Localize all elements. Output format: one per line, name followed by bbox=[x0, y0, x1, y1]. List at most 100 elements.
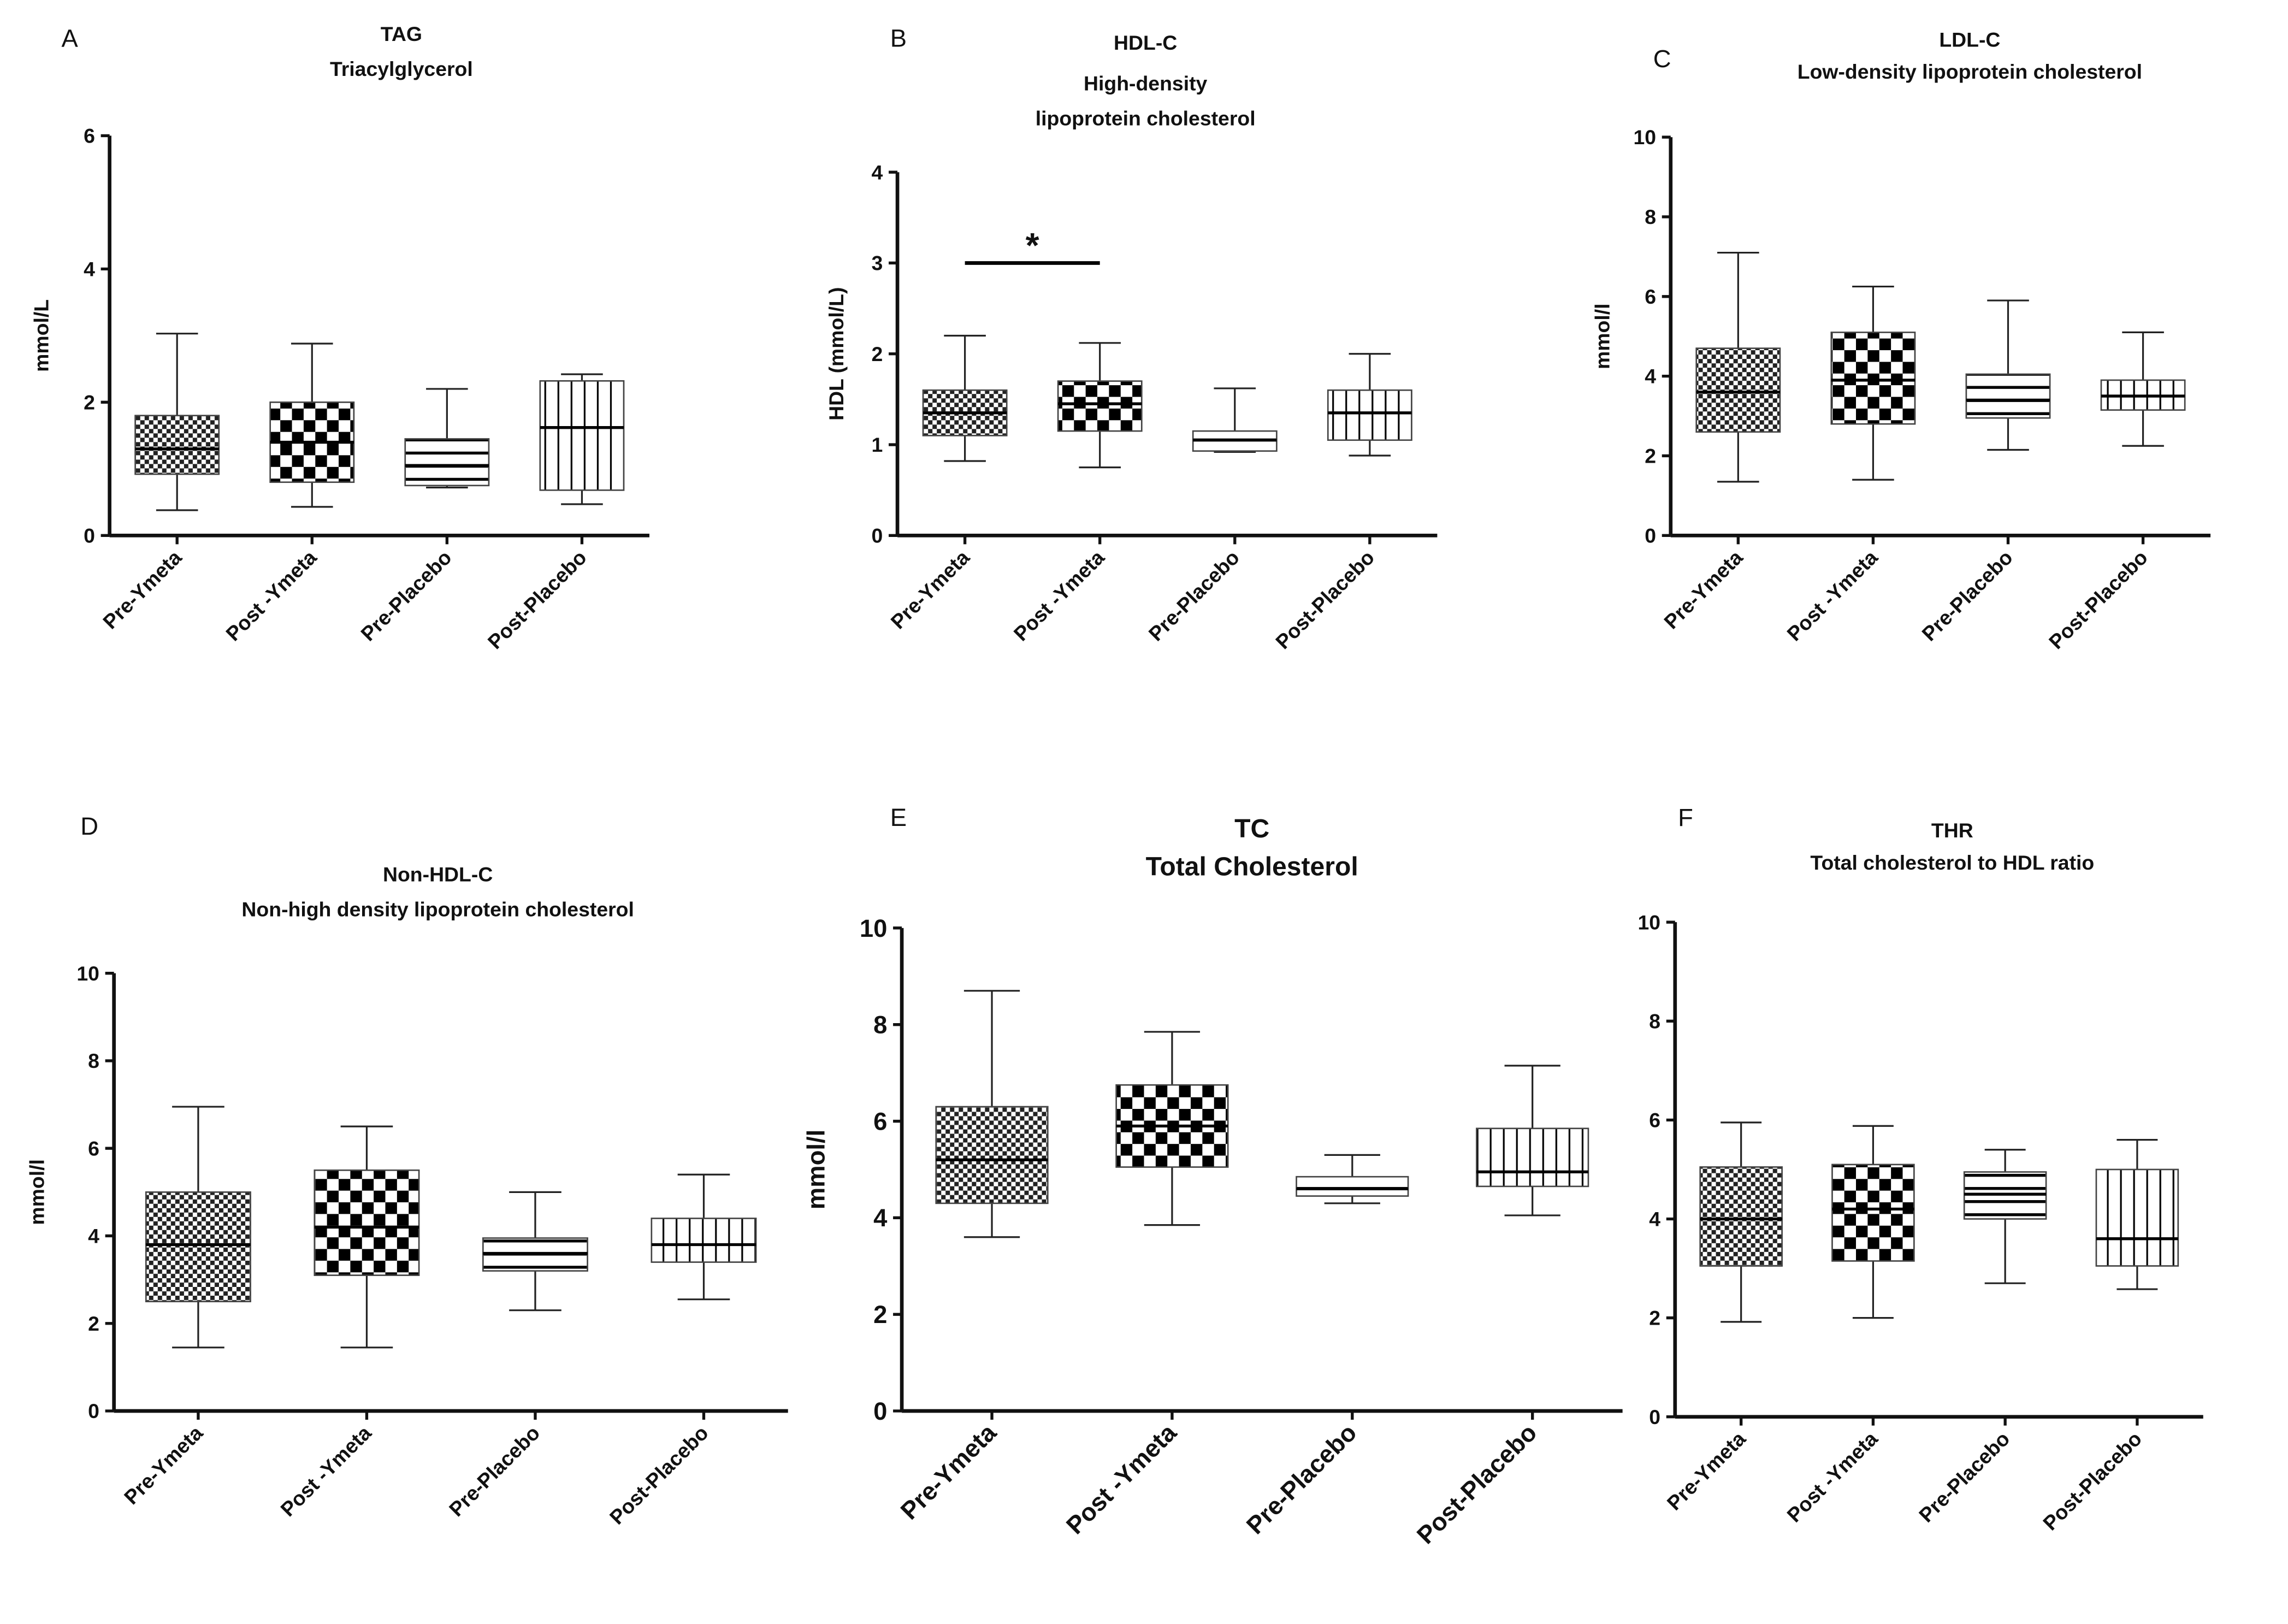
y-tick-label: 0 bbox=[872, 524, 883, 547]
y-tick-label: 2 bbox=[1645, 445, 1656, 468]
chart-title: Non-HDL-C bbox=[383, 863, 493, 885]
y-tick-label: 6 bbox=[873, 1107, 887, 1135]
box bbox=[1830, 332, 1916, 425]
y-axis-label: HDL (mmol/L) bbox=[825, 287, 848, 421]
panel-letter: F bbox=[1678, 804, 1693, 831]
box bbox=[1057, 380, 1143, 432]
panel: D Non-HDL-C Non-high density lipoprotein c… bbox=[25, 812, 788, 1529]
x-tick-label: Pre-Placebo bbox=[356, 546, 456, 645]
box bbox=[2095, 1168, 2179, 1267]
x-tick-label: Post -Ymeta bbox=[1061, 1418, 1182, 1539]
y-tick-label: 4 bbox=[872, 161, 883, 184]
y-axis-label: mmol/L bbox=[29, 299, 52, 372]
panel: C LDL-C Low-density lipoprotein cholestero… bbox=[1591, 28, 2211, 653]
chart-subtitle: Low-density lipoprotein cholesterol bbox=[1798, 60, 2142, 83]
x-tick-label: Pre-Ymeta bbox=[886, 545, 974, 633]
y-tick-label: 0 bbox=[88, 1399, 99, 1422]
box bbox=[539, 380, 625, 491]
chart-subtitle: lipoprotein cholesterol bbox=[1036, 107, 1256, 130]
y-tick-label: 4 bbox=[84, 257, 95, 280]
y-tick-label: 10 bbox=[1633, 126, 1656, 149]
x-tick-label: Pre-Ymeta bbox=[895, 1418, 1002, 1525]
y-tick-label: 8 bbox=[88, 1049, 99, 1072]
x-tick-label: Post -Ymeta bbox=[276, 1421, 376, 1521]
y-tick-label: 0 bbox=[1645, 524, 1656, 547]
panel-letter: E bbox=[890, 804, 907, 831]
chart-title: LDL-C bbox=[1939, 28, 2000, 51]
x-tick-label: Post-Placebo bbox=[1271, 546, 1379, 653]
box bbox=[1695, 347, 1781, 433]
y-tick-label: 10 bbox=[76, 962, 99, 985]
x-tick-label: Pre-Ymeta bbox=[98, 545, 186, 633]
chart-title: THR bbox=[1931, 819, 1973, 842]
box bbox=[651, 1218, 757, 1263]
y-tick-label: 10 bbox=[860, 914, 887, 942]
x-tick-label: Pre-Ymeta bbox=[120, 1421, 208, 1509]
y-axis-label: mmol/l bbox=[802, 1130, 830, 1209]
y-tick-label: 2 bbox=[872, 342, 883, 365]
y-tick-label: 10 bbox=[1638, 911, 1661, 934]
y-axis-label: mmol/l bbox=[1591, 303, 1614, 369]
x-tick-label: Pre-Ymeta bbox=[1663, 1427, 1751, 1515]
box bbox=[1296, 1176, 1409, 1197]
box bbox=[1699, 1166, 1783, 1267]
x-tick-label: Post -Ymeta bbox=[1782, 545, 1882, 645]
box bbox=[1476, 1127, 1589, 1188]
y-tick-label: 8 bbox=[1645, 205, 1656, 228]
y-tick-label: 2 bbox=[84, 391, 95, 414]
y-tick-label: 2 bbox=[1649, 1307, 1660, 1330]
x-tick-label: Post-Placebo bbox=[1411, 1419, 1542, 1549]
box bbox=[134, 415, 220, 475]
panel-letter: A bbox=[62, 24, 79, 52]
y-tick-label: 8 bbox=[1649, 1009, 1660, 1032]
box bbox=[314, 1169, 420, 1276]
chart-subtitle: Triacylglycerol bbox=[330, 57, 473, 80]
y-tick-label: 6 bbox=[84, 125, 95, 147]
chart-title: TC bbox=[1234, 814, 1269, 843]
y-tick-label: 4 bbox=[1645, 365, 1656, 388]
chart-subtitle: Total cholesterol to HDL ratio bbox=[1810, 851, 2094, 874]
x-tick-label: Post-Placebo bbox=[483, 546, 591, 653]
x-tick-label: Pre-Ymeta bbox=[1659, 545, 1747, 633]
y-tick-label: 4 bbox=[1649, 1208, 1660, 1231]
y-tick-label: 0 bbox=[873, 1397, 887, 1425]
chart-subtitle: Non-high density lipoprotein cholesterol bbox=[241, 897, 634, 920]
x-tick-label: Pre-Placebo bbox=[1241, 1419, 1362, 1540]
box bbox=[1965, 373, 2051, 419]
y-tick-label: 6 bbox=[1645, 285, 1656, 308]
box bbox=[404, 438, 490, 487]
x-tick-label: Pre-Placebo bbox=[1914, 1427, 2014, 1526]
x-tick-label: Post -Ymeta bbox=[1009, 545, 1109, 645]
x-tick-label: Post-Placebo bbox=[2044, 546, 2152, 653]
y-tick-label: 4 bbox=[873, 1204, 887, 1232]
panel-letter: C bbox=[1653, 45, 1671, 73]
y-tick-label: 6 bbox=[88, 1137, 99, 1160]
chart-subtitle: High-density bbox=[1084, 72, 1208, 95]
significance-label: * bbox=[1026, 226, 1039, 265]
panel-letter: B bbox=[890, 24, 907, 52]
panel-letter: D bbox=[80, 812, 98, 840]
panel: E TC Total Cholesterol mmol/l 0 2 4 6 8 10 Pre-Yme… bbox=[802, 804, 1623, 1549]
panel: A TAG Triacylglycerol mmol/L 0 2 4 6 Pre-Ymeta Po… bbox=[29, 22, 649, 653]
x-tick-label: Post -Ymeta bbox=[1782, 1427, 1882, 1527]
y-tick-label: 1 bbox=[872, 433, 883, 456]
chart-subtitle: Total Cholesterol bbox=[1146, 852, 1358, 882]
y-tick-label: 2 bbox=[873, 1301, 887, 1328]
y-tick-label: 2 bbox=[88, 1312, 99, 1335]
box bbox=[145, 1191, 251, 1303]
chart-title: HDL-C bbox=[1114, 31, 1177, 54]
y-tick-label: 3 bbox=[872, 252, 883, 275]
x-tick-label: Post-Placebo bbox=[2038, 1427, 2146, 1534]
y-axis-label: mmol/l bbox=[25, 1159, 48, 1225]
x-tick-label: Pre-Placebo bbox=[1917, 546, 2017, 645]
x-tick-label: Pre-Placebo bbox=[1144, 546, 1244, 645]
x-tick-label: Post-Placebo bbox=[605, 1421, 713, 1529]
box bbox=[1831, 1164, 1915, 1262]
panel: F THR Total cholesterol to HDL ratio 0 2 4 6 8 1… bbox=[1638, 804, 2203, 1535]
y-tick-label: 0 bbox=[84, 524, 95, 547]
x-tick-label: Post -Ymeta bbox=[221, 545, 321, 645]
x-tick-label: Pre-Placebo bbox=[445, 1421, 544, 1521]
panel: B HDL-C High-density lipoprotein cholestero… bbox=[825, 24, 1438, 653]
